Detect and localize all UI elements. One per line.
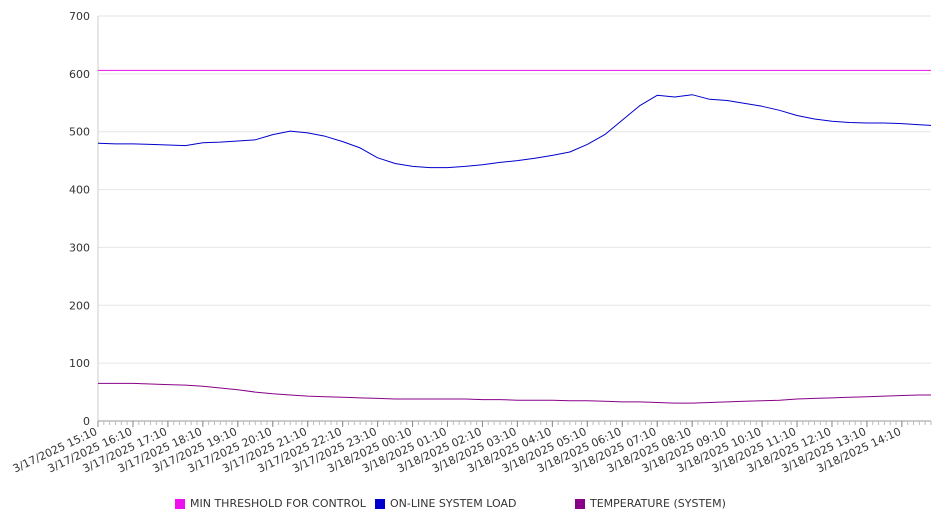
y-tick-label: 100 [69,357,90,370]
legend-label: MIN THRESHOLD FOR CONTROL [190,497,366,510]
y-tick-label: 0 [83,415,90,428]
legend-label: ON-LINE SYSTEM LOAD [390,497,517,510]
legend-item-system-load[interactable]: ON-LINE SYSTEM LOAD [375,497,516,510]
legend-label: TEMPERATURE (SYSTEM) [590,497,726,510]
grid-lines [98,15,931,364]
y-tick-label: 400 [69,184,90,197]
legend-item-min-threshold[interactable]: MIN THRESHOLD FOR CONTROL [175,497,366,510]
legend-swatch [375,498,385,509]
y-tick-label: 200 [69,299,90,312]
y-tick-label: 700 [69,10,90,23]
x-axis-tick-labels: 3/17/2025 15:103/17/2025 16:103/17/2025 … [11,425,903,475]
y-tick-label: 300 [69,241,90,254]
series-lines [97,69,932,404]
series-line [98,382,931,404]
legend: MIN THRESHOLD FOR CONTROL ON-LINE SYSTEM… [0,497,946,515]
y-axis-tick-labels: 0 100 200 300 400 500 600 700 [69,10,90,428]
axes [97,16,932,427]
y-tick-label: 600 [69,68,90,81]
series-line [97,94,932,169]
legend-swatch [575,498,585,509]
legend-item-temperature[interactable]: TEMPERATURE (SYSTEM) [575,497,726,510]
y-tick-label: 500 [69,126,90,139]
legend-swatch [175,498,185,509]
